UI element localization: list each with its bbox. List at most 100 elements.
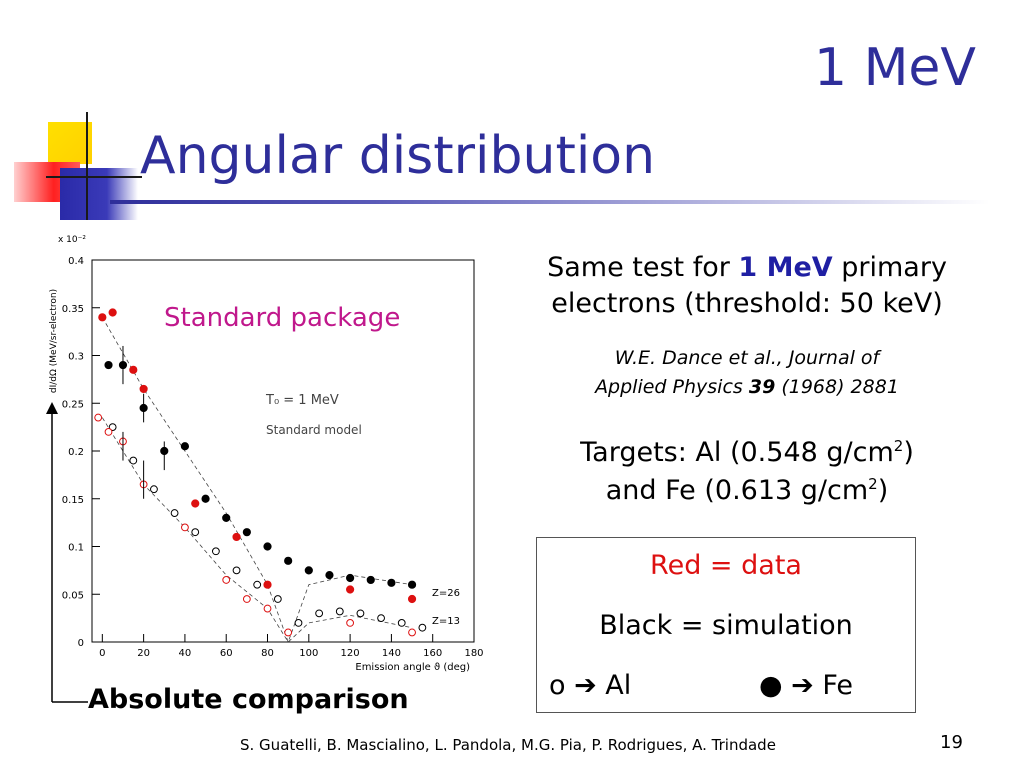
data-point [191,499,200,508]
data-point [98,313,107,322]
y-tick-label: 0.3 [68,352,84,363]
data-point [211,547,220,556]
y-multiplier: x 10⁻² [58,235,86,245]
legend-red-data: Red = data [650,550,802,581]
data-point [108,423,117,432]
decor-yellow-square [48,122,92,164]
absolute-arrow [46,402,88,703]
test-desc-pre: Same test for [547,252,739,283]
test-desc-line2: electrons (threshold: 50 keV) [551,288,943,319]
x-tick-label: 60 [220,648,233,659]
x-tick-label: 160 [423,648,442,659]
data-point [181,523,189,532]
x-tick-label: 180 [464,648,483,659]
annotation-t0: T₀ = 1 MeV [265,393,339,408]
legend-fe: ● ➔ Fe [759,670,854,701]
data-point [407,580,417,589]
slide-title: Angular distribution [140,126,656,186]
decor-vertical-line [86,112,88,220]
data-point [387,578,396,587]
x-tick-label: 0 [99,648,105,659]
absolute-comparison-label: Absolute comparison [88,684,409,715]
data-point [242,528,251,537]
legend-symbols: o ➔ Al ● ➔ Fe [549,670,909,701]
y-tick-label: 0.05 [62,590,84,601]
data-point [253,580,262,589]
test-description: Same test for 1 MeV primary electrons (t… [500,250,994,322]
data-point [94,413,103,422]
targets-al-close: ) [903,437,914,468]
x-tick-label: 100 [299,648,318,659]
data-point [232,566,241,575]
targets-description: Targets: Al (0.548 g/cm2) and Fe (0.613 … [500,434,994,510]
data-point [129,365,138,374]
x-axis-label: Emission angle ϑ (deg) [355,662,470,673]
data-point [104,428,113,436]
y-tick-label: 0.35 [62,304,84,315]
page-number: 19 [940,732,963,753]
targets-fe: and Fe (0.613 g/cm [605,475,869,506]
decor-horizontal-line [46,176,142,178]
targets-fe-close: ) [877,475,889,506]
y-tick-label: 0.1 [68,543,84,554]
targets-fe-sup: 2 [868,475,878,493]
data-point [366,575,375,585]
data-point [356,609,365,618]
test-desc-energy: 1 MeV [738,252,833,283]
data-point [294,619,303,627]
data-point [263,604,272,613]
data-point [408,628,416,637]
reference-year-page: (1968) 2881 [775,376,899,398]
y-tick-label: 0 [78,638,84,649]
data-point [232,532,241,542]
data-point [335,607,344,616]
title-underline [110,200,990,204]
fit-line [101,317,413,644]
targets-al: Targets: Al (0.548 g/cm [580,437,894,468]
x-tick-label: 140 [382,648,401,659]
reference-citation: W.E. Dance et al., Journal of Applied Ph… [500,344,994,402]
data-point [284,556,293,565]
data-point [325,571,334,580]
data-point [346,585,355,594]
footer-authors: S. Guatelli, B. Mascialino, L. Pandola, … [240,736,776,754]
reference-volume: 39 [748,376,776,398]
data-point [263,542,272,551]
test-desc-post: primary [832,252,947,283]
reference-journal: Applied Physics [595,376,749,398]
angular-distribution-chart: 0 0.05 0.1 0.15 0.2 0.25 0.3 0.35 0.4 0 20 40 60 80 10… [49,235,484,673]
data-point [304,566,313,575]
data-point [377,614,385,623]
y-tick-label: 0.2 [68,447,84,458]
legend-al: o ➔ Al [549,670,632,701]
y-axis-label: dI/dΩ (MeV/sr-electron) [49,289,59,393]
data-point [180,442,190,451]
x-tick-label: 120 [341,648,360,659]
data-point [346,573,355,583]
data-point [263,580,272,589]
data-point [418,623,427,632]
annotation-model: Standard model [266,423,362,437]
x-tick-label: 20 [137,648,150,659]
data-point [346,619,355,627]
data-point [104,360,113,370]
data-point [315,609,324,618]
y-tick-label: 0.4 [68,256,84,267]
data-point [222,576,231,584]
data-point [201,494,210,503]
y-tick-label: 0.25 [62,399,84,410]
data-point [242,595,251,603]
data-point [150,485,158,494]
data-point [397,619,406,627]
annotation-z13: Z=13 [432,616,460,627]
data-point [108,308,117,317]
reference-line1: W.E. Dance et al., Journal of [614,347,880,369]
x-tick-label: 80 [261,648,274,659]
slide-subtitle: 1 MeV [813,38,976,98]
data-point [407,594,417,604]
data-point [191,528,200,537]
data-point [222,513,231,522]
targets-al-sup: 2 [893,437,904,455]
data-point [170,509,179,517]
y-tick-label: 0.15 [62,495,84,506]
